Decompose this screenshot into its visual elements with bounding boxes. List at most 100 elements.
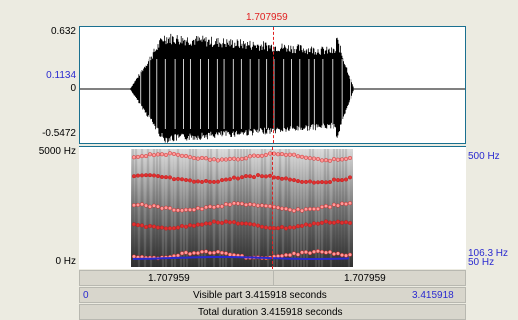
formant-point xyxy=(171,208,176,213)
formant-point xyxy=(143,224,148,229)
formant-point xyxy=(143,203,148,208)
formant-point xyxy=(179,223,184,228)
formant-point xyxy=(187,178,192,183)
formant-point xyxy=(255,153,260,158)
formant-point xyxy=(323,219,328,224)
formant-point xyxy=(287,207,292,212)
formant-point xyxy=(348,252,353,257)
formant-point xyxy=(323,158,328,163)
formant-point xyxy=(187,207,192,212)
formant-point xyxy=(303,250,308,255)
formant-point xyxy=(235,157,240,162)
visible-part-bar[interactable]: 0 Visible part 3.415918 seconds 3.415918 xyxy=(79,287,466,303)
formant-point xyxy=(319,220,324,225)
cursor-segment-bar[interactable]: 1.707959 1.707959 xyxy=(79,270,466,286)
formant-point xyxy=(263,203,268,208)
formant-point xyxy=(179,153,184,158)
formant-point xyxy=(336,203,341,208)
formant-point xyxy=(132,155,137,160)
formant-point xyxy=(331,202,336,207)
formant-point xyxy=(147,152,152,157)
formant-point xyxy=(195,222,200,227)
formant-point xyxy=(263,152,268,157)
formant-point xyxy=(319,204,324,209)
formant-point xyxy=(303,155,308,160)
formant-point xyxy=(279,152,284,157)
formant-point xyxy=(215,204,220,209)
formant-point xyxy=(223,219,228,224)
formant-point xyxy=(227,252,232,257)
formant-point xyxy=(187,223,192,228)
formant-point xyxy=(299,250,304,255)
formant-point xyxy=(179,177,184,182)
total-duration-label[interactable]: Total duration 3.415918 seconds xyxy=(198,307,343,318)
formant-point xyxy=(179,208,184,213)
formant-point xyxy=(151,173,156,178)
formant-point xyxy=(311,207,316,212)
formant-point xyxy=(344,177,349,182)
visible-part-label[interactable]: Visible part 3.415918 seconds xyxy=(193,290,327,301)
formant-point xyxy=(171,226,176,231)
formant-point xyxy=(303,222,308,227)
formant-point xyxy=(299,208,304,213)
formant-point xyxy=(251,222,256,227)
formant-point xyxy=(247,202,252,207)
formant-point xyxy=(163,175,168,180)
formant-point xyxy=(219,178,224,183)
formant-point xyxy=(231,220,236,225)
formant-point xyxy=(215,249,220,254)
right-segment-duration[interactable]: 1.707959 xyxy=(344,273,386,284)
formant-point xyxy=(287,253,292,258)
pitch-value-label: 106.3 Hz xyxy=(468,248,509,259)
formant-point xyxy=(279,225,284,230)
spectrogram-energy xyxy=(131,149,353,267)
formant-point xyxy=(243,174,248,179)
formant-point xyxy=(315,249,320,254)
formant-point xyxy=(219,250,224,255)
formant-point xyxy=(267,225,272,230)
formant-point xyxy=(259,174,264,179)
formant-point xyxy=(223,177,228,182)
formant-point xyxy=(219,157,224,162)
formant-point xyxy=(207,204,212,209)
formant-point xyxy=(251,202,256,207)
formant-point xyxy=(319,158,324,163)
formant-point xyxy=(307,179,312,184)
formant-point xyxy=(203,179,208,184)
formant-point xyxy=(295,154,300,159)
formant-point xyxy=(348,220,353,225)
formant-point xyxy=(340,220,345,225)
waveform-panel[interactable] xyxy=(79,26,466,144)
spectrogram-freq-bottom: 0 Hz xyxy=(55,256,76,267)
formant-point xyxy=(159,225,164,230)
formant-point xyxy=(171,177,176,182)
formant-point xyxy=(348,155,353,160)
formant-point xyxy=(279,206,284,211)
formant-point xyxy=(279,253,284,258)
formant-point xyxy=(191,223,196,228)
formant-point xyxy=(136,202,141,207)
formant-point xyxy=(199,249,204,254)
formant-point xyxy=(307,223,312,228)
formant-point xyxy=(323,204,328,209)
formant-point xyxy=(307,207,312,212)
formant-point xyxy=(167,175,172,180)
formant-point xyxy=(183,207,188,212)
formant-point xyxy=(275,152,280,157)
formant-point xyxy=(344,156,349,161)
formant-point xyxy=(340,201,345,206)
formant-point xyxy=(319,249,324,254)
formant-point xyxy=(191,179,196,184)
formant-point xyxy=(175,176,180,181)
spectrogram-panel[interactable] xyxy=(79,146,466,269)
formant-point xyxy=(259,203,264,208)
left-segment-duration[interactable]: 1.707959 xyxy=(148,273,190,284)
formant-point xyxy=(227,156,232,161)
total-duration-bar[interactable]: Total duration 3.415918 seconds xyxy=(79,304,466,320)
formant-point xyxy=(143,173,148,178)
formant-point xyxy=(299,179,304,184)
formant-point xyxy=(163,226,168,231)
pitch-bottom-label: 50 Hz xyxy=(468,257,495,268)
spectrogram-freq-top: 5000 Hz xyxy=(38,146,76,157)
formant-point xyxy=(136,154,141,159)
